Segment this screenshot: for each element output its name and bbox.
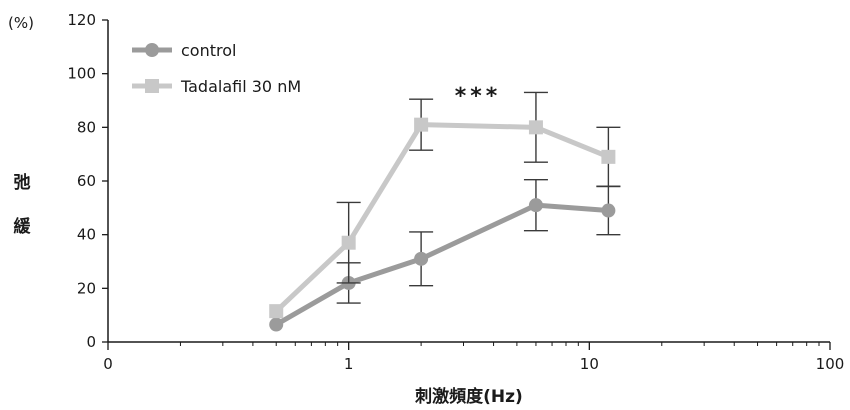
legend-marker bbox=[145, 43, 159, 57]
series-0 bbox=[269, 178, 621, 332]
y-tick-label: 60 bbox=[77, 172, 96, 190]
x-tick-label: 0 bbox=[103, 355, 113, 373]
data-point bbox=[601, 149, 616, 164]
y-axis-title-char: 緩 bbox=[14, 216, 32, 237]
series-1 bbox=[269, 91, 621, 319]
y-axis-title: 弛緩 bbox=[14, 172, 32, 237]
data-point bbox=[528, 120, 543, 135]
data-point bbox=[528, 198, 543, 213]
x-tick-label: 10 bbox=[580, 355, 599, 373]
x-tick-label: 1 bbox=[344, 355, 354, 373]
axes: 0 20 40 60 80 100 120 0 1 10 100 bbox=[67, 11, 844, 373]
legend: control Tadalafil 30 nM bbox=[132, 41, 301, 96]
y-unit-label: (%) bbox=[8, 14, 34, 32]
y-tick-label: 0 bbox=[86, 333, 96, 351]
data-point bbox=[341, 235, 356, 250]
x-axis-title: 刺激頻度(Hz) bbox=[415, 386, 523, 407]
data-point bbox=[414, 251, 429, 266]
series-layer bbox=[269, 91, 621, 332]
y-axis-title-char: 弛 bbox=[14, 172, 31, 193]
data-point bbox=[269, 304, 284, 319]
legend-marker bbox=[145, 79, 159, 93]
data-point bbox=[601, 203, 616, 218]
legend-label: Tadalafil 30 nM bbox=[180, 77, 301, 96]
data-point bbox=[269, 317, 284, 332]
y-tick-label: 100 bbox=[67, 65, 96, 83]
significance-annotation: *** bbox=[455, 84, 502, 109]
y-tick-label: 40 bbox=[77, 226, 96, 244]
legend-label: control bbox=[181, 41, 236, 60]
y-tick-label: 80 bbox=[77, 118, 96, 136]
data-point bbox=[414, 117, 429, 132]
series-line bbox=[274, 122, 610, 313]
y-tick-label: 120 bbox=[67, 11, 96, 29]
x-tick-label: 100 bbox=[816, 355, 845, 373]
y-tick-label: 20 bbox=[77, 279, 96, 297]
